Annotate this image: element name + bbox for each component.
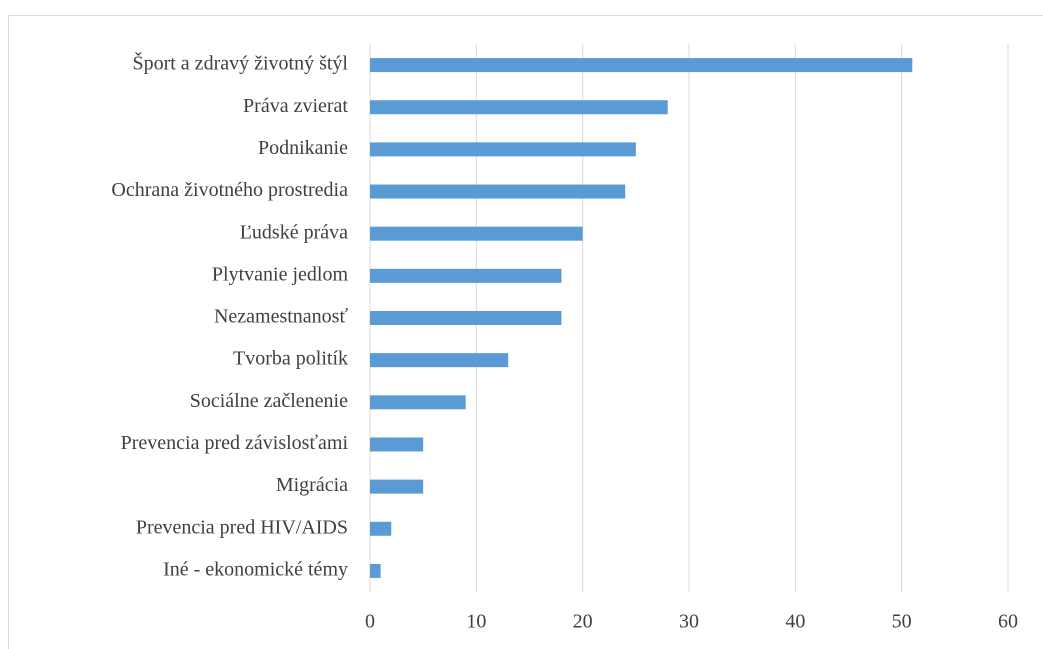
bar	[370, 437, 424, 452]
y-tick-label: Šport a zdravý životný štýl	[132, 51, 348, 75]
y-tick-label: Ochrana životného prostredia	[111, 179, 348, 201]
bar	[370, 184, 626, 199]
y-tick-label: Prevencia pred závislosťami	[121, 432, 349, 454]
chart-frame	[8, 15, 1043, 649]
bar	[370, 353, 509, 368]
y-tick-label: Iné - ekonomické témy	[163, 559, 348, 581]
bar	[370, 142, 636, 157]
y-tick-label: Plytvanie jedlom	[212, 263, 349, 285]
bar	[370, 563, 381, 578]
bar	[370, 100, 668, 115]
y-tick-label: Podnikanie	[258, 137, 348, 159]
bar	[370, 58, 913, 73]
x-tick-label: 0	[365, 611, 375, 633]
x-tick-label: 60	[998, 611, 1018, 633]
y-tick-label: Nezamestnanosť	[214, 306, 349, 328]
y-tick-label: Ľudské práva	[240, 221, 348, 243]
y-tick-label: Migrácia	[276, 474, 348, 496]
y-tick-label: Práva zvierat	[243, 95, 348, 117]
y-tick-label: Prevencia pred HIV/AIDS	[136, 516, 348, 538]
x-tick-label: 10	[466, 611, 486, 633]
x-tick-label: 30	[679, 611, 699, 633]
bar	[370, 268, 562, 283]
y-tick-label: Sociálne začlenenie	[190, 390, 348, 412]
x-tick-label: 20	[573, 611, 593, 633]
y-tick-label: Tvorba politík	[233, 348, 348, 370]
bar	[370, 395, 466, 410]
bar	[370, 479, 424, 494]
bar	[370, 226, 583, 241]
x-tick-label: 50	[892, 611, 912, 633]
bar	[370, 311, 562, 325]
bar	[370, 521, 392, 536]
x-tick-label: 40	[785, 611, 805, 633]
